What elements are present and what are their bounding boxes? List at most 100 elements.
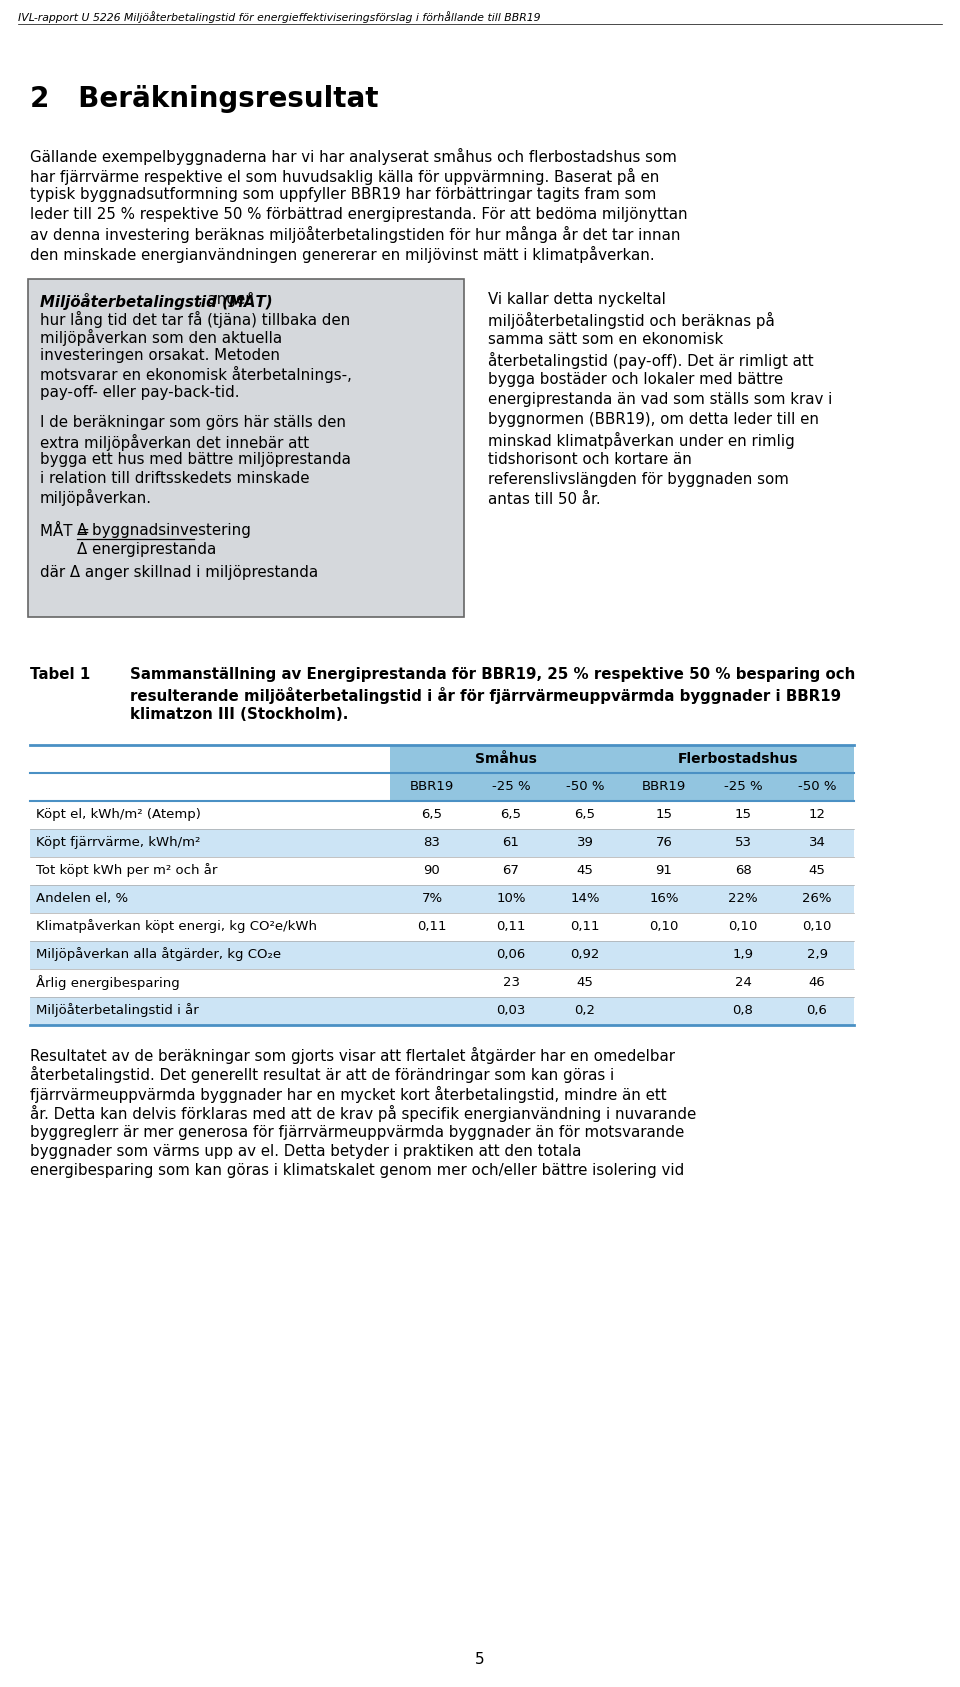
Text: 45: 45: [577, 977, 593, 989]
Text: 0,8: 0,8: [732, 1004, 754, 1017]
Text: Köpt el, kWh/m² (Atemp): Köpt el, kWh/m² (Atemp): [36, 808, 201, 822]
Text: 76: 76: [656, 837, 672, 849]
Text: 22%: 22%: [729, 892, 757, 904]
Text: referenslivslängden för byggnaden som: referenslivslängden för byggnaden som: [488, 472, 789, 488]
Text: 53: 53: [734, 837, 752, 849]
Text: återbetalingstid. Det generellt resultat är att de förändringar som kan göras i: återbetalingstid. Det generellt resultat…: [30, 1066, 614, 1083]
Text: Δ energiprestanda: Δ energiprestanda: [77, 542, 216, 557]
Text: byggnormen (BBR19), om detta leder till en: byggnormen (BBR19), om detta leder till …: [488, 412, 819, 427]
Text: Vi kallar detta nyckeltal: Vi kallar detta nyckeltal: [488, 292, 666, 307]
Text: 0,11: 0,11: [496, 919, 526, 933]
Text: 0,92: 0,92: [570, 948, 600, 962]
Text: 14%: 14%: [570, 892, 600, 904]
Text: 5: 5: [475, 1653, 485, 1667]
Text: fjärrvärmeuppvärmda byggnader har en mycket kort återbetalingstid, mindre än ett: fjärrvärmeuppvärmda byggnader har en myc…: [30, 1085, 666, 1103]
Text: Tabel 1: Tabel 1: [30, 666, 90, 682]
Text: Köpt fjärrvärme, kWh/m²: Köpt fjärrvärme, kWh/m²: [36, 837, 201, 849]
Text: motsvarar en ekonomisk återbetalnings-,: motsvarar en ekonomisk återbetalnings-,: [40, 366, 352, 383]
Text: BBR19: BBR19: [410, 779, 454, 793]
Bar: [622, 744, 854, 773]
Text: Klimatpåverkan köpt energi, kg CO²e/kWh: Klimatpåverkan köpt energi, kg CO²e/kWh: [36, 919, 317, 933]
FancyBboxPatch shape: [28, 278, 464, 616]
Text: 61: 61: [503, 837, 519, 849]
Bar: [30, 857, 854, 884]
Text: 2,9: 2,9: [806, 948, 828, 962]
Text: 0,2: 0,2: [574, 1004, 595, 1017]
Text: energiprestanda än vad som ställs som krav i: energiprestanda än vad som ställs som kr…: [488, 391, 832, 407]
Text: 91: 91: [656, 864, 672, 877]
Text: IVL-rapport U 5226 Miljöåterbetalingstid för energieffektiviseringsförslag i för: IVL-rapport U 5226 Miljöåterbetalingstid…: [18, 12, 540, 24]
Text: 12: 12: [808, 808, 826, 822]
Text: Δ byggnadsinvestering: Δ byggnadsinvestering: [77, 523, 251, 538]
Text: 2   Beräkningsresultat: 2 Beräkningsresultat: [30, 84, 378, 113]
Text: återbetalingstid (pay-off). Det är rimligt att: återbetalingstid (pay-off). Det är rimli…: [488, 353, 814, 369]
Text: byggreglerr är mer generosa för fjärrvärmeuppvärmda byggnader än för motsvarande: byggreglerr är mer generosa för fjärrvär…: [30, 1125, 684, 1139]
Text: Årlig energibesparing: Årlig energibesparing: [36, 975, 180, 990]
Text: 45: 45: [577, 864, 593, 877]
Text: 67: 67: [503, 864, 519, 877]
Text: -25 %: -25 %: [724, 779, 762, 793]
Text: 10%: 10%: [496, 892, 526, 904]
Text: av denna investering beräknas miljöåterbetalingstiden för hur många år det tar i: av denna investering beräknas miljöåterb…: [30, 226, 681, 243]
Text: MÅT =: MÅT =: [40, 523, 95, 538]
Text: byggnader som värms upp av el. Detta betyder i praktiken att den totala: byggnader som värms upp av el. Detta bet…: [30, 1144, 582, 1159]
Text: 39: 39: [577, 837, 593, 849]
Text: har fjärrvärme respektive el som huvudsaklig källa för uppvärmning. Baserat på e: har fjärrvärme respektive el som huvudsa…: [30, 167, 660, 184]
Bar: [30, 884, 854, 913]
Text: pay-off- eller pay-back-tid.: pay-off- eller pay-back-tid.: [40, 385, 239, 400]
Text: I de beräkningar som görs här ställs den: I de beräkningar som görs här ställs den: [40, 415, 346, 430]
Text: Miljöåterbetalingstid (MÅT): Miljöåterbetalingstid (MÅT): [40, 292, 273, 310]
Text: Tot köpt kWh per m² och år: Tot köpt kWh per m² och år: [36, 864, 217, 877]
Text: Resultatet av de beräkningar som gjorts visar att flertalet åtgärder har en omed: Resultatet av de beräkningar som gjorts …: [30, 1046, 675, 1063]
Bar: [390, 773, 854, 801]
Bar: [30, 801, 854, 828]
Text: 45: 45: [808, 864, 826, 877]
Text: Miljöåterbetalingstid i år: Miljöåterbetalingstid i år: [36, 1004, 199, 1017]
Text: hur lång tid det tar få (tjäna) tillbaka den: hur lång tid det tar få (tjäna) tillbaka…: [40, 310, 350, 327]
Text: 1,9: 1,9: [732, 948, 754, 962]
Text: klimatzon III (Stockholm).: klimatzon III (Stockholm).: [130, 707, 348, 722]
Bar: [390, 744, 622, 773]
Text: -25 %: -25 %: [492, 779, 530, 793]
Text: -50 %: -50 %: [798, 779, 836, 793]
Text: leder till 25 % respektive 50 % förbättrad energiprestanda. För att bedöma miljö: leder till 25 % respektive 50 % förbättr…: [30, 206, 687, 221]
Text: Flerbostadshus: Flerbostadshus: [678, 751, 799, 766]
Text: 83: 83: [423, 837, 441, 849]
Text: 0,11: 0,11: [570, 919, 600, 933]
Bar: [30, 968, 854, 997]
Text: resulterande miljöåterbetalingstid i år för fjärrvärmeuppvärmda byggnader i BBR1: resulterande miljöåterbetalingstid i år …: [130, 687, 841, 703]
Text: tidshorisont och kortare än: tidshorisont och kortare än: [488, 452, 692, 467]
Text: miljöpåverkan som den aktuella: miljöpåverkan som den aktuella: [40, 329, 282, 346]
Text: år. Detta kan delvis förklaras med att de krav på specifik energianvändning i nu: år. Detta kan delvis förklaras med att d…: [30, 1105, 696, 1122]
Text: där Δ anger skillnad i miljöprestanda: där Δ anger skillnad i miljöprestanda: [40, 565, 318, 580]
Text: miljöpåverkan.: miljöpåverkan.: [40, 489, 152, 506]
Text: 0,06: 0,06: [496, 948, 526, 962]
Text: 0,6: 0,6: [806, 1004, 828, 1017]
Text: Småhus: Småhus: [475, 751, 537, 766]
Text: 26%: 26%: [803, 892, 831, 904]
Text: 0,10: 0,10: [649, 919, 679, 933]
Text: bygga bostäder och lokaler med bättre: bygga bostäder och lokaler med bättre: [488, 373, 783, 386]
Text: , anger: , anger: [198, 292, 252, 307]
Text: 68: 68: [734, 864, 752, 877]
Text: Gällande exempelbyggnaderna har vi har analyserat småhus och flerbostadshus som: Gällande exempelbyggnaderna har vi har a…: [30, 148, 677, 165]
Bar: [30, 913, 854, 940]
Text: i relation till driftsskedets minskade: i relation till driftsskedets minskade: [40, 471, 309, 486]
Bar: [30, 828, 854, 857]
Text: 90: 90: [423, 864, 441, 877]
Text: BBR19: BBR19: [642, 779, 686, 793]
Bar: [30, 997, 854, 1024]
Text: Andelen el, %: Andelen el, %: [36, 892, 128, 904]
Text: 34: 34: [808, 837, 826, 849]
Text: 15: 15: [656, 808, 673, 822]
Text: 23: 23: [502, 977, 519, 989]
Text: bygga ett hus med bättre miljöprestanda: bygga ett hus med bättre miljöprestanda: [40, 452, 350, 467]
Text: 0,10: 0,10: [803, 919, 831, 933]
Text: samma sätt som en ekonomisk: samma sätt som en ekonomisk: [488, 332, 723, 348]
Text: 46: 46: [808, 977, 826, 989]
Text: den minskade energianvändningen genererar en miljövinst mätt i klimatpåverkan.: den minskade energianvändningen generera…: [30, 246, 655, 263]
Text: investeringen orsakat. Metoden: investeringen orsakat. Metoden: [40, 348, 280, 363]
Text: typisk byggnadsutformning som uppfyller BBR19 har förbättringar tagits fram som: typisk byggnadsutformning som uppfyller …: [30, 187, 657, 202]
Text: -50 %: -50 %: [565, 779, 604, 793]
Text: Miljöpåverkan alla åtgärder, kg CO₂e: Miljöpåverkan alla åtgärder, kg CO₂e: [36, 948, 281, 962]
